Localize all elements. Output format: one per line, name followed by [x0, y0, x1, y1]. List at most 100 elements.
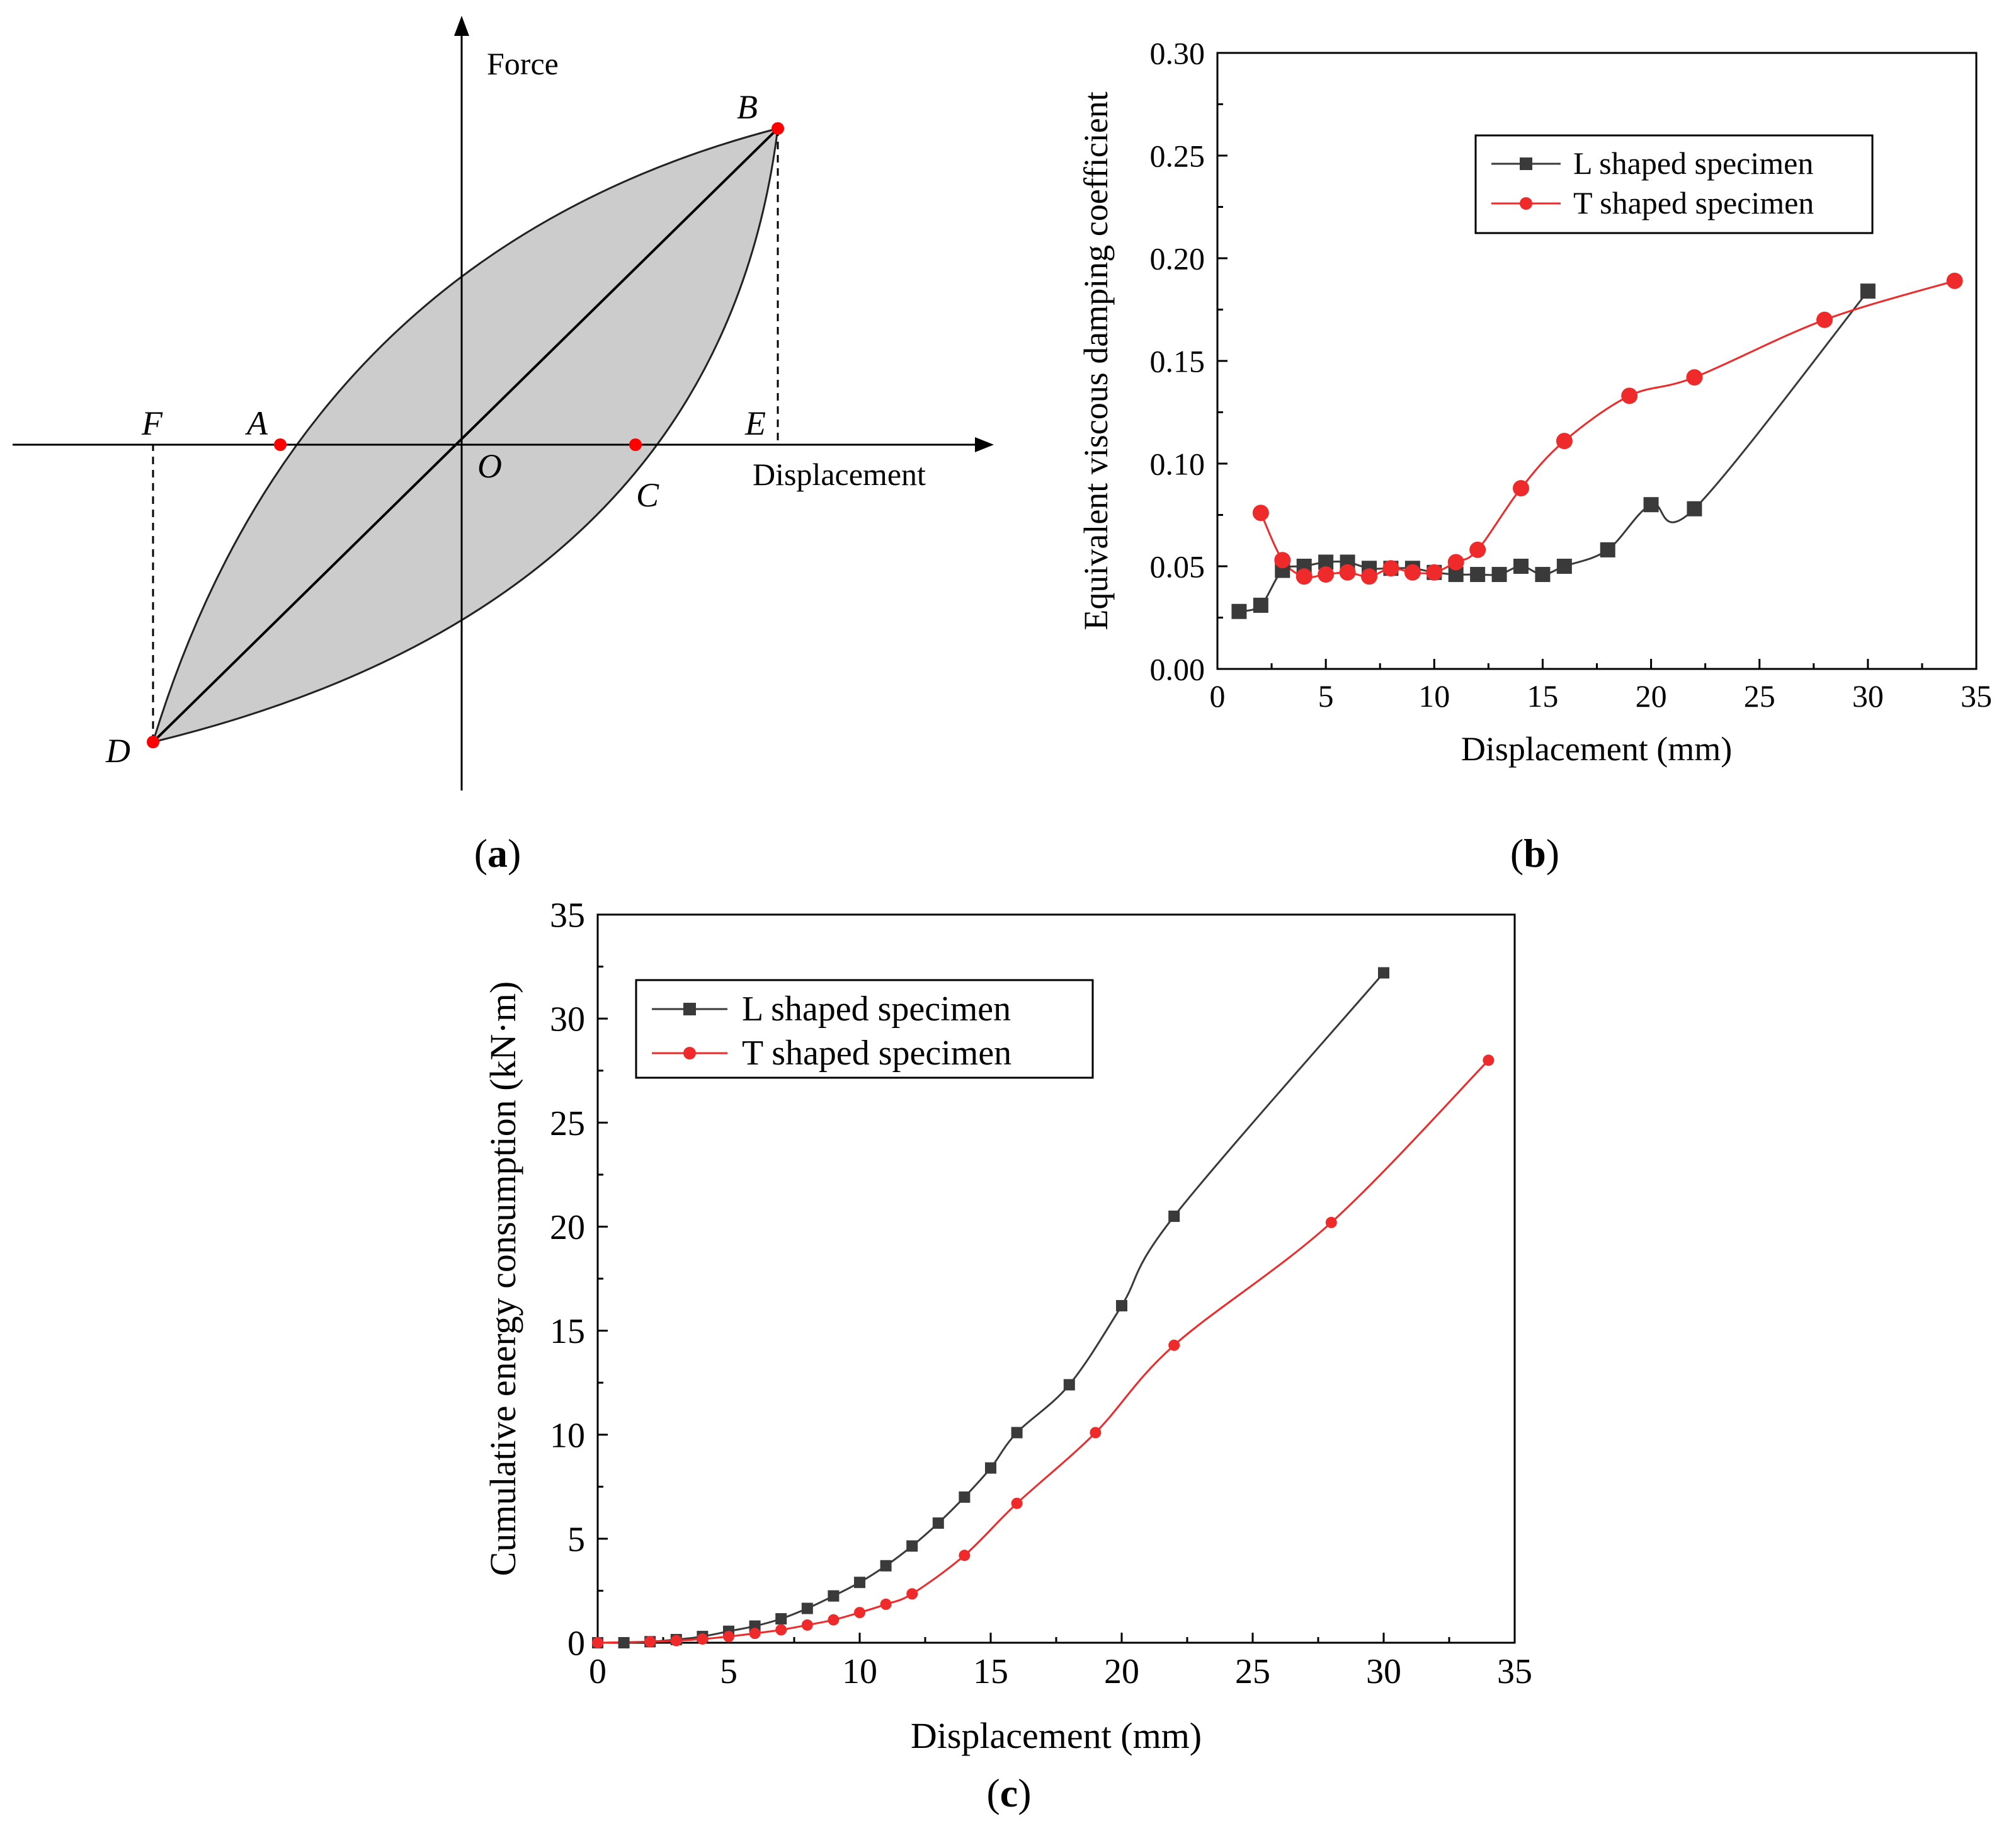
legend-marker-l-b — [1520, 157, 1532, 170]
data-point-l — [801, 1602, 813, 1614]
data-point-t — [1168, 1339, 1180, 1351]
data-point-t — [1426, 564, 1443, 581]
data-point-l — [1063, 1379, 1075, 1391]
data-point-l — [1556, 559, 1572, 574]
y-tick-label: 30 — [550, 1000, 585, 1039]
x-tick-label: 30 — [1852, 678, 1884, 714]
data-point-t — [592, 1637, 603, 1648]
x-tick-label: 35 — [1497, 1652, 1532, 1691]
point-b-label: B — [737, 88, 758, 126]
data-point-t — [723, 1631, 734, 1643]
legend-marker-t-b — [1520, 197, 1532, 210]
data-point-t — [670, 1635, 682, 1647]
data-point-t — [1361, 568, 1377, 585]
legend-b: L shaped specimen T shaped specimen — [1474, 134, 1874, 234]
legend-label-l-b: L shaped specimen — [1573, 146, 1813, 181]
series-line-t — [1260, 280, 1956, 579]
x-tick-label: 10 — [1418, 678, 1450, 714]
data-point-l — [1600, 542, 1615, 557]
point-d-label: D — [105, 732, 130, 770]
point-f-label: F — [141, 404, 163, 442]
panel-b-damping-chart: 0 5 10 15 20 25 30 35 0.000.050.100.150.200.250… — [1077, 36, 1992, 876]
point-c-label: C — [636, 476, 659, 514]
data-point-t — [1318, 566, 1335, 583]
data-point-l — [1168, 1210, 1180, 1222]
data-point-t — [1011, 1497, 1023, 1509]
y-tick-label: 0.15 — [1150, 344, 1205, 379]
x-tick-label: 30 — [1366, 1652, 1401, 1691]
legend-box-b — [1474, 134, 1874, 234]
data-point-t — [1274, 552, 1291, 569]
x-tick-label: 0 — [589, 1652, 607, 1691]
data-point-l — [828, 1590, 840, 1602]
data-point-l — [880, 1560, 892, 1572]
data-point-t — [880, 1598, 892, 1610]
data-point-l — [1535, 567, 1551, 583]
point-a-marker — [274, 438, 287, 451]
y-axis-label-c: Cumulative energy consumption (kN·m) — [482, 981, 523, 1576]
y-tick-label: 0.30 — [1150, 36, 1205, 71]
data-point-t — [697, 1633, 709, 1645]
data-point-t — [1382, 560, 1399, 577]
data-point-l — [985, 1462, 996, 1474]
x-tick-label: 25 — [1744, 678, 1775, 714]
data-point-t — [959, 1550, 971, 1561]
legend-c: L shaped specimen T shaped specimen — [635, 979, 1094, 1079]
data-point-l — [1643, 497, 1659, 513]
y-ticks-b: 0.00 0.05 0.10 0.15 0.20 0.25 0.30 — [1150, 36, 1227, 687]
data-point-l — [1011, 1427, 1023, 1439]
x-tick-label: 20 — [1104, 1652, 1139, 1691]
data-point-t — [1404, 564, 1421, 581]
data-point-l — [1687, 501, 1702, 517]
data-point-t — [775, 1624, 787, 1636]
x-ticks-c: 0 5 10 15 20 25 30 35 — [589, 1633, 1532, 1691]
data-point-l — [1116, 1299, 1127, 1311]
y-tick-label: 0.00 — [1150, 652, 1205, 687]
data-point-l — [618, 1637, 630, 1648]
legend-label-t-b: T shaped specimen — [1573, 185, 1814, 220]
panel-a-hysteresis: Force Displacement A B C D E F O (a) — [13, 16, 994, 876]
y-tick-label: 25 — [550, 1104, 585, 1143]
data-point-t — [801, 1619, 813, 1631]
data-point-t — [1447, 554, 1464, 571]
point-c-marker — [629, 438, 642, 451]
y-tick-label: 0.10 — [1150, 447, 1205, 482]
data-point-t — [828, 1614, 840, 1626]
point-a-label: A — [245, 404, 268, 442]
y-tick-label: 0 — [567, 1624, 585, 1664]
data-point-l — [932, 1517, 944, 1529]
point-e-label: E — [744, 404, 766, 442]
data-point-t — [1946, 272, 1963, 289]
y-axis-arrowhead — [454, 16, 469, 36]
y-tick-label: 10 — [550, 1416, 585, 1455]
panel-b-label: (b) — [1510, 831, 1559, 876]
data-point-t — [1816, 311, 1833, 328]
data-point-l — [1491, 567, 1507, 583]
x-tick-label: 5 — [1318, 678, 1334, 714]
data-point-l — [854, 1577, 865, 1589]
series-markers-b — [1231, 272, 1963, 619]
data-point-t — [1252, 505, 1269, 522]
data-point-t — [749, 1628, 761, 1640]
legend-marker-l-c — [683, 1003, 696, 1015]
point-b-marker — [772, 122, 784, 135]
x-tick-label: 35 — [1961, 678, 1992, 714]
point-o-label: O — [477, 447, 502, 485]
data-point-t — [1556, 433, 1573, 450]
y-tick-label: 0.20 — [1150, 241, 1205, 277]
data-point-t — [1296, 568, 1313, 585]
data-point-t — [1325, 1216, 1337, 1228]
secant-line-db — [152, 127, 779, 743]
x-tick-label: 15 — [1527, 678, 1558, 714]
series-line-t — [597, 1059, 1489, 1644]
data-point-t — [1621, 387, 1638, 404]
data-point-l — [1378, 967, 1389, 979]
data-point-t — [854, 1607, 865, 1619]
x-axis-label-c: Displacement (mm) — [911, 1715, 1202, 1756]
force-axis-label: Force — [487, 46, 559, 81]
panel-a-label: (a) — [474, 831, 521, 876]
y-ticks-c: 0 5 10 15 20 25 30 35 — [550, 896, 608, 1664]
legend-marker-t-c — [683, 1047, 696, 1059]
x-tick-label: 0 — [1210, 678, 1226, 714]
